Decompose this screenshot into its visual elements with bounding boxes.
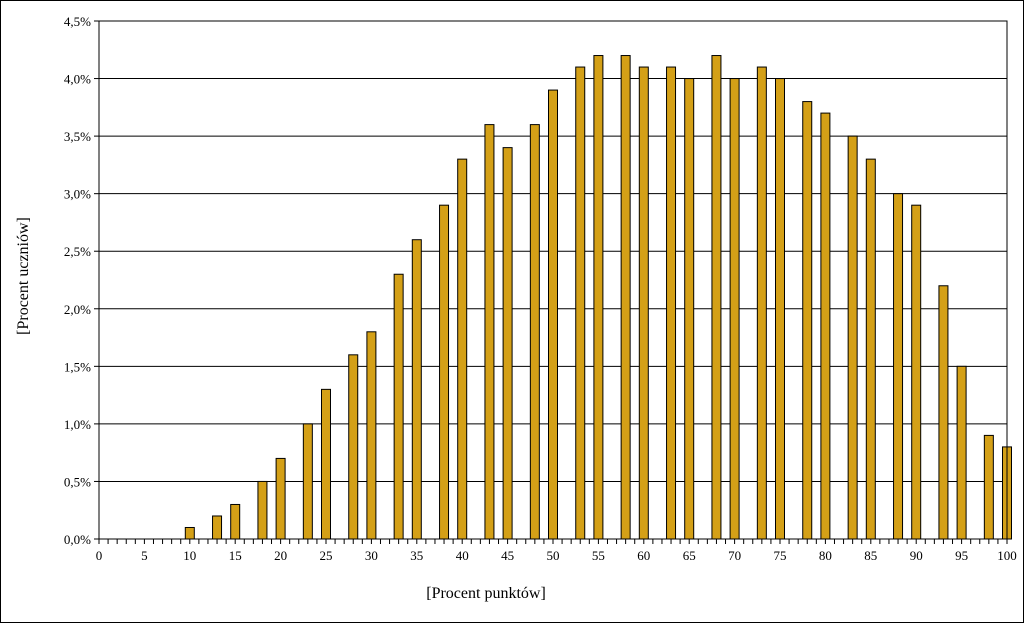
y-tick-label: 3,0% bbox=[64, 187, 91, 202]
bar bbox=[502, 147, 513, 540]
x-tick-label: 20 bbox=[274, 548, 287, 563]
bar bbox=[711, 55, 722, 540]
y-tick-label: 0,0% bbox=[64, 532, 91, 547]
x-tick-label: 50 bbox=[547, 548, 560, 563]
bar bbox=[820, 112, 831, 540]
bar bbox=[257, 480, 268, 540]
x-tick-label: 75 bbox=[774, 548, 787, 563]
bar bbox=[775, 78, 785, 540]
bar bbox=[638, 66, 649, 540]
bar bbox=[393, 273, 404, 540]
bar bbox=[756, 66, 767, 540]
x-tick-label: 35 bbox=[410, 548, 423, 563]
y-tick-label: 1,0% bbox=[64, 417, 91, 432]
bar bbox=[938, 285, 949, 540]
x-tick-label: 70 bbox=[728, 548, 741, 563]
x-tick-label: 100 bbox=[997, 548, 1017, 563]
x-tick-label: 25 bbox=[320, 548, 333, 563]
bar bbox=[802, 101, 813, 540]
y-tick-label: 3,5% bbox=[64, 129, 91, 144]
bar bbox=[865, 158, 876, 540]
bar bbox=[729, 78, 740, 540]
bar bbox=[366, 331, 377, 540]
x-tick-label: 95 bbox=[955, 548, 968, 563]
bar bbox=[411, 239, 422, 540]
bar bbox=[484, 124, 495, 540]
axes bbox=[94, 20, 1008, 544]
bar bbox=[302, 423, 313, 540]
bar bbox=[439, 204, 450, 540]
y-tick-label: 1,5% bbox=[64, 359, 91, 374]
x-tick-label: 0 bbox=[96, 548, 103, 563]
x-tick-label: 80 bbox=[819, 548, 832, 563]
bar bbox=[983, 434, 994, 540]
y-tick-label: 4,5% bbox=[64, 14, 91, 29]
bar bbox=[893, 193, 904, 540]
x-tick-label: 65 bbox=[683, 548, 696, 563]
y-tick-label: 0,5% bbox=[64, 474, 91, 489]
y-tick-labels: 0,0% 0,5% 1,0% 1,5% 2,0% 2,5% 3,0% 3,5% 4,0% 4,5% bbox=[64, 14, 91, 547]
x-tick-label: 45 bbox=[501, 548, 514, 563]
bar bbox=[230, 503, 241, 540]
bar bbox=[184, 526, 195, 540]
bar bbox=[911, 204, 922, 540]
x-tick-label: 30 bbox=[365, 548, 378, 563]
x-tick-label: 5 bbox=[141, 548, 148, 563]
x-tick-label: 55 bbox=[592, 548, 605, 563]
bar bbox=[575, 66, 586, 540]
bar bbox=[321, 388, 331, 540]
bar bbox=[529, 124, 540, 540]
bar bbox=[348, 354, 359, 540]
bar bbox=[548, 89, 558, 540]
y-tick-label: 2,0% bbox=[64, 302, 91, 317]
x-tick-labels: 0 5 10 15 20 25 30 35 40 45 50 55 60 65 70 75 80 85 90 95 10… bbox=[96, 548, 1017, 563]
bar bbox=[684, 78, 695, 540]
x-tick-label: 15 bbox=[229, 548, 242, 563]
bar bbox=[956, 365, 967, 540]
x-tick-label: 85 bbox=[864, 548, 877, 563]
bars bbox=[184, 55, 1012, 540]
x-tick-label: 40 bbox=[456, 548, 469, 563]
bar bbox=[457, 158, 468, 540]
bar bbox=[212, 515, 223, 540]
bar bbox=[847, 135, 858, 540]
bar bbox=[666, 66, 677, 540]
x-tick-label: 60 bbox=[637, 548, 650, 563]
y-tick-label: 4,0% bbox=[64, 72, 91, 87]
x-tick-label: 90 bbox=[910, 548, 923, 563]
y-tick-label: 2,5% bbox=[64, 244, 91, 259]
x-axis-title: [Procent punktów] bbox=[426, 585, 546, 602]
x-tick-label: 10 bbox=[183, 548, 196, 563]
bar bbox=[593, 55, 604, 540]
bar bbox=[620, 55, 631, 540]
bar bbox=[275, 457, 286, 540]
y-axis-title: [Procent uczniów] bbox=[15, 217, 32, 335]
